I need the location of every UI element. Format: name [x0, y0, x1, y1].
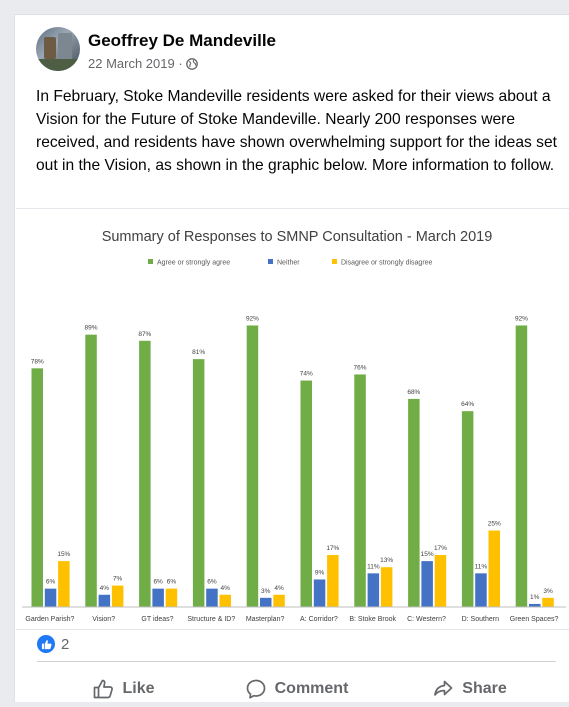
legend-label: Disagree or strongly disagree — [341, 260, 433, 267]
bar — [111, 585, 124, 607]
data-label: 4% — [274, 585, 284, 592]
category-label: Green Spaces? — [510, 616, 559, 623]
share-icon — [434, 680, 453, 696]
data-label: 6% — [167, 579, 177, 586]
data-label: 15% — [421, 551, 434, 558]
comment-button[interactable]: Comment — [210, 671, 383, 707]
reaction-count: 2 — [61, 635, 70, 653]
data-label: 25% — [488, 521, 501, 528]
category-label: Structure & ID? — [187, 616, 235, 623]
post-date[interactable]: 22 March 2019 · — [88, 56, 183, 71]
data-label: 92% — [246, 315, 259, 322]
category-label: Masterplan? — [246, 616, 285, 623]
data-label: 9% — [315, 569, 325, 576]
data-label: 1% — [530, 594, 540, 601]
post-text: In February, Stoke Mandeville residents … — [36, 88, 557, 174]
data-label: 17% — [326, 545, 339, 552]
bar — [246, 325, 259, 607]
globe-icon — [185, 57, 198, 70]
bar — [367, 573, 380, 607]
data-label: 6% — [153, 579, 163, 586]
comment-label: Comment — [274, 680, 349, 697]
chart-title: Summary of Responses to SMNP Consultatio… — [102, 229, 493, 245]
action-bar: Like Comment Share — [37, 671, 556, 707]
data-label: 6% — [207, 579, 217, 586]
bar — [139, 340, 151, 607]
bar — [58, 561, 70, 607]
data-label: 74% — [300, 371, 313, 378]
bar — [98, 594, 111, 607]
bar — [461, 411, 474, 607]
legend-swatch — [268, 259, 273, 264]
data-label: 76% — [354, 364, 367, 371]
comment-icon — [246, 679, 265, 699]
bar — [421, 561, 433, 607]
data-label: 7% — [113, 576, 123, 583]
bar — [152, 588, 164, 607]
bar — [260, 597, 272, 607]
data-label: 89% — [85, 325, 98, 332]
data-label: 4% — [221, 585, 231, 592]
category-label: GT ideas? — [141, 616, 173, 623]
legend-label: Agree or strongly agree — [157, 260, 230, 267]
author-name[interactable]: Geoffrey De Mandeville — [88, 31, 277, 50]
legend-swatch — [148, 259, 153, 264]
avatar[interactable] — [36, 27, 80, 71]
bar — [380, 567, 393, 607]
reactions-summary[interactable]: 2 — [37, 635, 69, 653]
data-label: 68% — [407, 389, 420, 396]
bar — [434, 554, 447, 607]
divider — [37, 661, 556, 662]
thumbs-up-icon — [37, 635, 55, 653]
data-label: 3% — [261, 588, 271, 595]
bar — [273, 594, 285, 607]
category-label: Garden Parish? — [25, 616, 74, 623]
data-label: 81% — [192, 349, 205, 356]
bar — [219, 594, 231, 607]
data-label: 13% — [380, 557, 393, 564]
share-button[interactable]: Share — [383, 671, 556, 707]
bar — [31, 368, 43, 607]
data-label: 11% — [475, 563, 488, 570]
bar — [408, 398, 420, 607]
legend-swatch — [332, 259, 337, 264]
bar — [475, 573, 487, 607]
category-label: B: Stoke Brook — [349, 616, 396, 623]
bar — [354, 374, 366, 607]
category-label: D: Southern — [462, 616, 499, 623]
category-label: C: Western? — [407, 616, 446, 623]
bar — [515, 325, 528, 607]
bar — [300, 380, 312, 607]
bar — [313, 579, 326, 607]
bar — [192, 359, 205, 607]
bar — [44, 588, 57, 607]
data-label: 17% — [434, 545, 447, 552]
post-meta: 22 March 2019 · — [88, 56, 198, 71]
bar — [206, 588, 218, 607]
data-label: 4% — [100, 585, 110, 592]
category-label: Vision? — [92, 616, 115, 623]
like-label: Like — [122, 680, 155, 697]
like-button[interactable]: Like — [37, 671, 210, 707]
bar — [542, 597, 554, 607]
legend-label: Neither — [277, 260, 300, 267]
data-label: 15% — [57, 551, 70, 558]
bar — [85, 334, 97, 607]
data-label: 6% — [46, 579, 56, 586]
bar — [165, 588, 178, 607]
data-label: 78% — [31, 358, 44, 365]
data-label: 64% — [461, 401, 474, 408]
post-card: Geoffrey De Mandeville 22 March 2019 · I… — [14, 14, 569, 702]
data-label: 87% — [138, 331, 151, 338]
data-label: 3% — [543, 588, 553, 595]
bar — [327, 554, 339, 607]
share-label: Share — [462, 680, 507, 697]
consultation-chart[interactable]: Summary of Responses to SMNP Consultatio… — [16, 208, 569, 630]
data-label: 92% — [515, 315, 528, 322]
bar — [488, 530, 500, 607]
bar — [529, 603, 541, 607]
data-label: 11% — [367, 563, 380, 570]
thumbs-up-outline-icon — [94, 679, 114, 699]
category-label: A: Corridor? — [300, 616, 338, 623]
